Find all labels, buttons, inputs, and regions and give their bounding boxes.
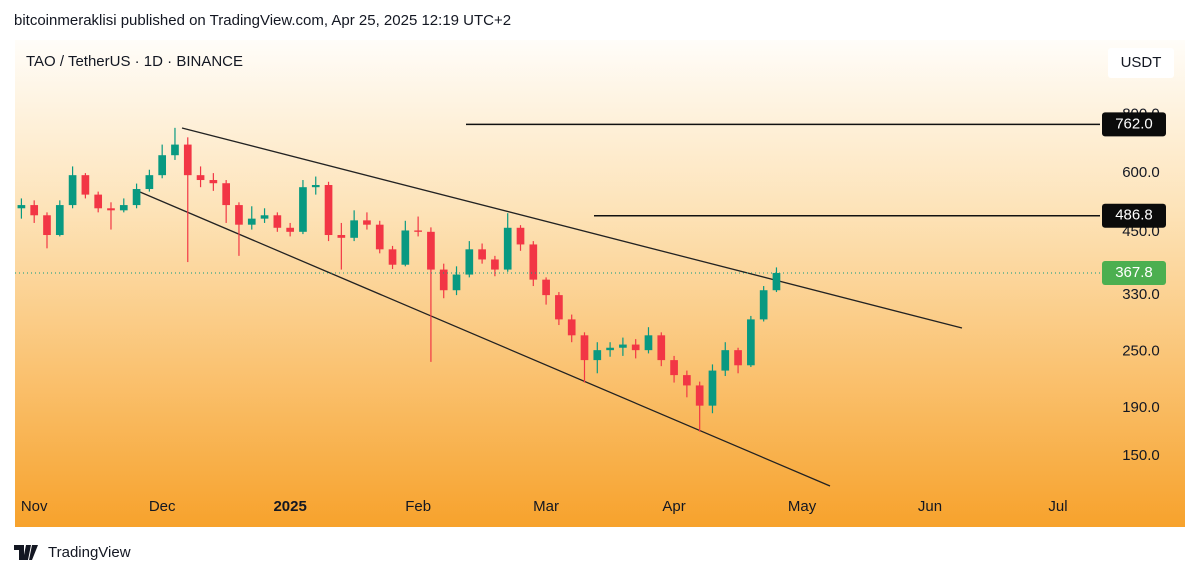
candle-body (260, 215, 269, 219)
x-tick-label: Nov (21, 498, 48, 515)
candle-body (683, 375, 691, 386)
candle-body (644, 335, 653, 351)
candle-body (580, 335, 589, 361)
candle-body (350, 220, 358, 238)
x-tick-label: Jun (918, 498, 942, 515)
y-tick-label: 190.0 (1122, 399, 1160, 416)
logo (14, 545, 38, 560)
candle-body (439, 269, 448, 291)
y-tick-label: 150.0 (1122, 447, 1160, 464)
candle-body (145, 175, 154, 190)
candle-body (772, 272, 781, 291)
candle-body (452, 274, 461, 291)
candles (17, 127, 781, 432)
lower-trendline (139, 191, 831, 487)
candle-body (81, 175, 90, 195)
x-tick-label: Mar (533, 498, 559, 515)
level-label: 486.8 (1115, 207, 1153, 224)
candle-body (311, 185, 320, 188)
candle-body (222, 183, 230, 206)
candle-body (503, 227, 512, 270)
x-tick-label: Jul (1048, 498, 1067, 515)
candle-body (68, 175, 77, 206)
last-price-badge (1102, 260, 1166, 285)
x-tick-label: Dec (149, 498, 176, 515)
candle-body (375, 224, 384, 250)
candle-body (273, 215, 282, 228)
candle-body (94, 194, 103, 209)
candle-body (183, 144, 192, 176)
candle-body (555, 295, 563, 320)
candle-body (401, 230, 410, 265)
chart-panel (15, 40, 1185, 527)
candle-body (542, 279, 550, 296)
brand: TradingView (48, 544, 131, 561)
last-price-label: 367.8 (1115, 264, 1153, 281)
price-levels: 762.0 486.8 367.8 (15, 112, 1166, 285)
symbol-title: TAO / TetherUS · 1D · BINANCE (26, 53, 243, 70)
x-tick-label: Apr (662, 498, 685, 515)
candle-body (657, 335, 666, 361)
candle-body (567, 319, 576, 336)
x-tick-label: 2025 (273, 498, 306, 515)
currency-label: USDT (1121, 54, 1162, 71)
publish-info: bitcoinmeraklisi published on TradingVie… (14, 12, 511, 29)
candle-body (158, 155, 167, 176)
candle-body (132, 189, 141, 206)
candle-body (708, 370, 717, 406)
candle-body (631, 344, 640, 351)
y-tick-label: 600.0 (1122, 164, 1160, 181)
level-badge (1102, 112, 1166, 137)
candle-body (107, 208, 115, 211)
candle-body (324, 185, 333, 236)
candle-body (491, 259, 499, 270)
currency-box (1108, 48, 1174, 78)
candle-body (670, 360, 678, 376)
candle-body (606, 347, 614, 351)
y-tick-label: 330.0 (1122, 286, 1160, 303)
candle-body (55, 205, 64, 236)
candle-body (299, 187, 307, 232)
candle-body (529, 244, 538, 280)
level-label: 762.0 (1115, 115, 1153, 132)
upper-trendline (181, 127, 963, 329)
candle-body (427, 231, 435, 270)
candle-body (43, 215, 51, 236)
y-tick-label: 250.0 (1122, 343, 1160, 360)
candle-body (465, 249, 474, 275)
candle-body (30, 205, 39, 216)
y-axis: 150.0190.0250.0330.0450.0600.0800.0NovDe… (21, 105, 1160, 515)
candle-body (337, 235, 346, 238)
candle-body (119, 205, 128, 211)
candle-body (734, 350, 742, 366)
x-tick-label: May (788, 498, 817, 515)
candle-body (414, 230, 422, 232)
candle-body (286, 227, 294, 232)
candle-body (17, 205, 26, 209)
candle-body (388, 249, 397, 265)
candle-body (721, 350, 730, 371)
candle-body (235, 205, 243, 225)
candle-body (247, 218, 256, 225)
x-tick-label: Feb (405, 498, 431, 515)
candle-body (209, 180, 218, 184)
level-badge (1102, 203, 1166, 228)
candle-body (196, 175, 205, 181)
candle-body (516, 227, 525, 245)
candle-body (478, 249, 486, 260)
candle-body (619, 344, 627, 348)
candle-body (759, 290, 768, 320)
candle-body (363, 220, 371, 225)
candle-body (171, 144, 179, 156)
candle-body (695, 385, 704, 406)
candle-body (747, 319, 755, 366)
candle-body (593, 350, 602, 361)
